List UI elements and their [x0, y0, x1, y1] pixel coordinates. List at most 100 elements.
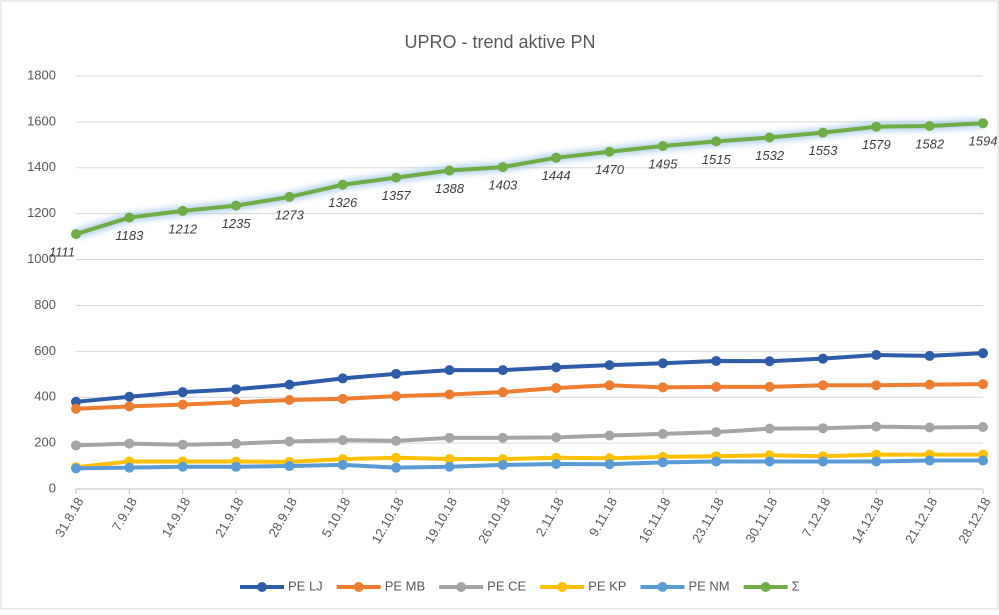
point [604, 360, 615, 371]
point [817, 423, 828, 434]
data-label: 1403 [488, 178, 518, 193]
point [551, 383, 562, 394]
point [978, 379, 988, 390]
point [871, 350, 882, 361]
point [657, 358, 668, 369]
point [604, 430, 615, 441]
point [711, 456, 722, 467]
point [71, 403, 81, 414]
point [551, 362, 562, 373]
point [391, 435, 402, 446]
series-line [75, 121, 984, 236]
point [337, 393, 348, 404]
legend-marker [657, 582, 668, 592]
point [231, 461, 242, 472]
legend-marker [760, 582, 771, 592]
point [924, 422, 935, 433]
point [337, 435, 348, 446]
point [764, 423, 775, 434]
point [871, 421, 882, 432]
point [978, 348, 988, 359]
point [978, 118, 988, 129]
point [124, 391, 135, 402]
data-label: 1470 [595, 162, 625, 177]
point [497, 459, 508, 470]
legend-marker [353, 582, 364, 592]
y-tick-label: 200 [34, 435, 56, 450]
legend-label: PE MB [385, 578, 425, 593]
point [444, 165, 455, 176]
point [871, 456, 882, 467]
point [711, 355, 722, 366]
point [871, 380, 882, 391]
point [444, 389, 455, 400]
point [711, 136, 722, 147]
y-tick-label: 800 [34, 297, 56, 312]
data-label: 1553 [808, 143, 838, 158]
point [444, 453, 455, 464]
point [871, 121, 882, 132]
point [604, 380, 615, 391]
point [817, 127, 828, 138]
legend-label: PE CE [487, 578, 526, 593]
point [444, 461, 455, 472]
point [284, 379, 295, 390]
legend-marker [257, 582, 267, 592]
y-tick-label: 600 [34, 343, 56, 358]
data-label: 1111 [49, 245, 75, 260]
point [764, 381, 775, 392]
data-label: 1183 [115, 228, 144, 243]
point [497, 387, 508, 398]
legend-label: PE KP [588, 578, 626, 593]
point [71, 396, 81, 407]
point [764, 132, 775, 143]
point [177, 387, 188, 398]
point [924, 350, 935, 361]
point [231, 438, 242, 449]
point [817, 353, 828, 364]
point [391, 172, 402, 183]
point [177, 461, 188, 472]
data-label: 1388 [435, 181, 465, 196]
data-label: 1212 [168, 221, 198, 236]
data-label: 1515 [702, 152, 732, 167]
point [924, 379, 935, 390]
point [657, 428, 668, 439]
point [177, 439, 188, 450]
point [177, 399, 188, 410]
point [337, 459, 348, 470]
series-line [75, 351, 984, 404]
point [71, 463, 81, 474]
point [657, 382, 668, 393]
point [391, 391, 402, 402]
data-label: 1357 [382, 188, 412, 203]
series-line [75, 458, 983, 471]
legend-label: PE NM [688, 578, 729, 593]
data-label: 1444 [542, 168, 571, 183]
point [711, 427, 722, 438]
point [177, 205, 188, 216]
y-tick-label: 0 [49, 480, 56, 495]
point [391, 368, 402, 379]
point [711, 381, 722, 392]
point [71, 229, 81, 240]
legend-label: Σ [792, 578, 800, 593]
point [124, 212, 135, 223]
point [817, 456, 828, 467]
point [284, 461, 295, 472]
y-tick-label: 1600 [27, 113, 56, 128]
data-label: 1594 [969, 134, 998, 149]
point [337, 373, 348, 384]
point [497, 162, 508, 173]
point [284, 394, 295, 405]
point [551, 152, 562, 163]
point [764, 456, 775, 467]
point [551, 458, 562, 469]
data-label: 1579 [862, 137, 891, 152]
data-label: 1326 [328, 195, 358, 210]
point [337, 179, 348, 190]
point [231, 397, 242, 408]
point [497, 365, 508, 376]
point [871, 449, 882, 460]
